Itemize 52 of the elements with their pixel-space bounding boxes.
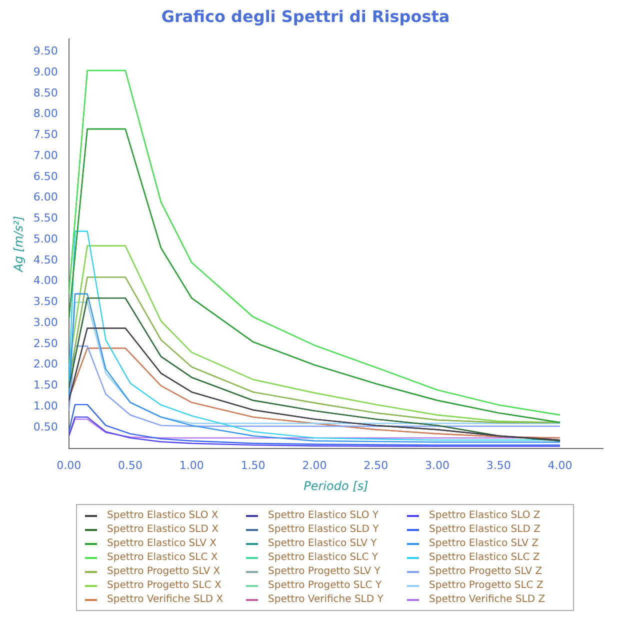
- y-axis-title: Ag [m/s²]: [11, 216, 26, 273]
- legend-label: Spettro Verifiche SLD Y: [268, 594, 384, 605]
- y-tick-label: 7.50: [33, 128, 58, 142]
- legend-label: Spettro Elastico SLV X: [107, 538, 216, 549]
- y-tick-label: 5.00: [33, 232, 58, 246]
- x-tick-label: 0.50: [118, 458, 143, 472]
- y-tick-label: 3.00: [33, 316, 58, 329]
- y-tick-label: 1.50: [33, 378, 58, 392]
- y-tick-label: 2.50: [33, 336, 58, 350]
- x-tick-label: 2.00: [302, 458, 327, 472]
- y-tick-label: 3.50: [33, 295, 58, 308]
- y-tick-label: 1.00: [33, 400, 58, 413]
- chart-title: Grafico degli Spettri di Risposta: [161, 6, 450, 26]
- legend-label: Spettro Elastico SLO Z: [429, 510, 540, 521]
- y-tick-label: 9.50: [33, 44, 58, 58]
- y-tick-label: 2.00: [33, 358, 58, 371]
- legend-label: Spettro Verifiche SLD X: [107, 594, 224, 605]
- y-tick-label: 8.50: [33, 86, 58, 100]
- x-tick-label: 3.00: [424, 458, 450, 472]
- legend-label: Spettro Elastico SLO Y: [268, 510, 379, 521]
- y-tick-label: 0.50: [33, 420, 58, 434]
- legend-label: Spettro Elastico SLO X: [107, 510, 218, 521]
- y-tick-label: 6.50: [33, 170, 58, 183]
- y-tick-label: 4.00: [33, 274, 58, 288]
- y-tick-label: 6.00: [33, 190, 58, 204]
- legend-label: Spettro Progetto SLV Y: [268, 566, 380, 577]
- x-tick-label: 3.50: [486, 458, 511, 472]
- legend-label: Spettro Progetto SLC X: [107, 580, 222, 591]
- legend-label: Spettro Progetto SLC Z: [429, 580, 544, 591]
- legend-label: Spettro Elastico SLD X: [107, 524, 218, 535]
- legend-label: Spettro Elastico SLC Y: [268, 552, 378, 563]
- y-tick-label: 4.50: [33, 253, 58, 266]
- x-tick-label: 1.50: [240, 458, 266, 472]
- legend-label: Spettro Verifiche SLD Z: [429, 594, 546, 605]
- x-tick-label: 4.00: [548, 458, 572, 472]
- y-tick-label: 5.50: [33, 212, 58, 225]
- legend-label: Spettro Progetto SLC Y: [268, 580, 382, 591]
- legend-label: Spettro Elastico SLD Y: [268, 524, 379, 535]
- x-tick-label: 0.00: [56, 458, 82, 472]
- legend-label: Spettro Elastico SLV Y: [268, 538, 377, 549]
- x-axis-title: Periodo [s]: [304, 478, 369, 493]
- legend-label: Spettro Progetto SLV Z: [429, 566, 542, 577]
- y-tick-label: 7.00: [33, 148, 58, 162]
- x-tick-label: 1.00: [179, 458, 204, 472]
- legend-label: Spettro Progetto SLV X: [107, 566, 220, 577]
- legend-label: Spettro Elastico SLV Z: [429, 538, 538, 549]
- legend-label: Spettro Elastico SLD Z: [429, 524, 540, 535]
- legend-label: Spettro Elastico SLC Z: [429, 552, 540, 563]
- y-tick-label: 8.00: [33, 107, 58, 120]
- x-tick-label: 2.50: [364, 458, 388, 472]
- y-tick-label: 9.00: [33, 65, 58, 78]
- legend-label: Spettro Elastico SLC X: [107, 552, 218, 563]
